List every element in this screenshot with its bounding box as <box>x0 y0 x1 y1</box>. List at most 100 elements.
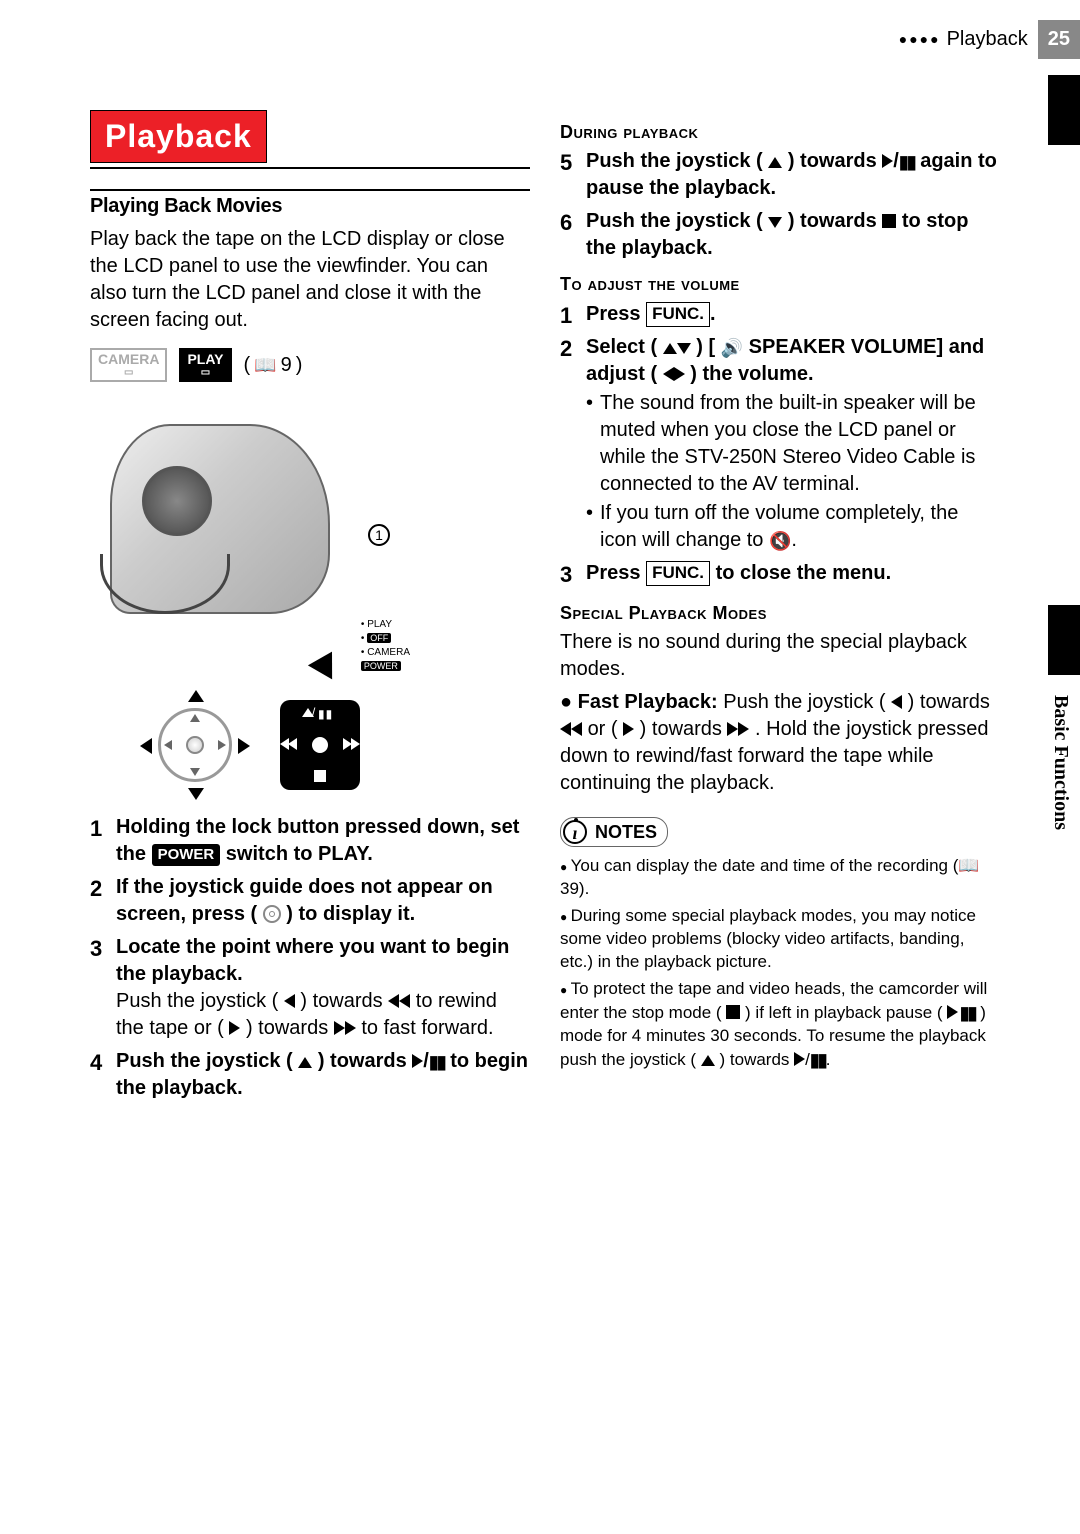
text: . <box>826 1050 831 1069</box>
joystick-figure-row: / ▮▮ <box>140 690 530 800</box>
tape-icon: ▭ <box>201 368 210 378</box>
play-icon <box>882 154 893 168</box>
text: . <box>710 303 716 325</box>
joystick-press-icon <box>263 905 281 923</box>
speaker-mute-icon: 🔇 <box>769 529 791 553</box>
triangle-down-icon <box>677 343 691 354</box>
notes-body: You can display the date and time of the… <box>560 855 1000 1072</box>
mode-play-label: PLAY <box>187 352 223 366</box>
text: switch to PLAY. <box>226 843 373 865</box>
text: Select ( <box>586 336 663 358</box>
text: or ( <box>588 718 624 740</box>
text: ) towards <box>240 1017 333 1039</box>
mode-row: CAMERA ▭ PLAY ▭ (📖 9) <box>90 348 530 382</box>
notes-heading: ı NOTES <box>560 817 668 847</box>
steps-list-2: Push the joystick ( ) towards /▮▮ again … <box>560 148 1000 262</box>
text: ) [ <box>691 336 721 358</box>
triangle-left-icon <box>284 994 295 1008</box>
book-icon: 📖 <box>958 856 979 875</box>
dial-power: POWER <box>361 661 401 671</box>
text: Push the joystick ( <box>723 691 891 713</box>
inner-down-icon <box>190 768 200 776</box>
triangle-left-icon <box>663 367 674 381</box>
dial-off: OFF <box>367 633 391 643</box>
mode-play-badge: PLAY ▭ <box>179 348 231 382</box>
text: Press <box>586 562 646 584</box>
triangle-right-icon <box>238 738 250 754</box>
thumb-tab-mid <box>1048 605 1080 675</box>
note-2: During some special playback modes, you … <box>560 905 1000 974</box>
inner-up-icon <box>190 714 200 722</box>
special-modes-text: There is no sound during the special pla… <box>560 629 1000 683</box>
header-dots: ●●●● <box>899 30 941 49</box>
ctrl-pause-icon: ▮▮ <box>318 706 333 722</box>
cam-dial-labels: • PLAY • OFF • CAMERA POWER <box>361 618 410 674</box>
triangle-down-icon <box>188 788 204 800</box>
thumb-tab-top <box>1048 75 1080 145</box>
triangle-left-icon <box>891 695 902 709</box>
page-header: ●●●● Playback 25 <box>899 20 1080 59</box>
content-columns: Playback Playing Back Movies Play back t… <box>90 110 1040 1108</box>
cam-callout-1: 1 <box>368 524 390 546</box>
left-column: Playback Playing Back Movies Play back t… <box>90 110 530 1108</box>
ff-icon <box>345 1021 356 1035</box>
inner-left-icon <box>164 740 172 750</box>
dial-camera: CAMERA <box>367 647 410 658</box>
text: Push the joystick ( <box>116 1050 298 1072</box>
text: Push the joystick ( <box>586 210 768 232</box>
text: ). <box>579 879 589 898</box>
ctrl-rew2-icon <box>280 738 289 750</box>
page-ref-number: 39 <box>560 879 579 898</box>
pause-icon: ▮▮ <box>899 150 915 174</box>
section-title: Playing Back Movies <box>90 193 530 220</box>
vol-bullets: The sound from the built-in speaker will… <box>586 390 1000 554</box>
triangle-right-icon <box>674 367 685 381</box>
play-icon <box>412 1054 423 1068</box>
rewind-icon <box>399 994 410 1008</box>
step-6: Push the joystick ( ) towards to stop th… <box>560 208 1000 262</box>
text: Locate the point where you want to begin… <box>116 936 509 985</box>
rewind-icon <box>388 994 399 1008</box>
ctrl-stop-icon <box>314 770 326 782</box>
joystick-diagram <box>140 690 250 800</box>
text: ) the volume. <box>685 363 814 385</box>
text: ) towards <box>782 150 882 172</box>
adjust-volume-heading: To adjust the volume <box>560 272 1000 296</box>
text: ) to display it. <box>281 903 415 925</box>
triangle-up-icon <box>188 690 204 702</box>
page-ref-number: 9 <box>281 352 292 379</box>
step-3: Locate the point where you want to begin… <box>90 934 530 1042</box>
intro-paragraph: Play back the tape on the LCD display or… <box>90 226 530 334</box>
text: ) towards <box>312 1050 412 1072</box>
during-playback-heading: During playback <box>560 120 1000 144</box>
notes-label: NOTES <box>595 820 657 844</box>
vol-step-2: Select ( ) [ 🔊 SPEAKER VOLUME] and adjus… <box>560 334 1000 554</box>
text: ) towards <box>902 691 990 713</box>
ctrl-ff2-icon <box>351 738 360 750</box>
text: to fast forward. <box>361 1017 493 1039</box>
play-icon <box>947 1005 958 1019</box>
func-button-label: FUNC. <box>646 561 710 586</box>
vol-bullet-2: If you turn off the volume completely, t… <box>600 500 1000 554</box>
control-overlay: / ▮▮ <box>280 700 360 790</box>
steps-list-1: Holding the lock button pressed down, se… <box>90 814 530 1102</box>
rewind-icon <box>571 722 582 736</box>
header-crumb: Playback <box>947 26 1028 53</box>
vol-step-3: Press FUNC. to close the menu. <box>560 560 1000 587</box>
section-rule <box>90 189 530 191</box>
func-button-label: FUNC. <box>646 302 710 327</box>
page-number: 25 <box>1038 20 1080 59</box>
text: You can display the date and time of the… <box>571 856 959 875</box>
side-section-label: Basic Functions <box>1047 695 1074 830</box>
text: Push the joystick ( <box>586 150 768 172</box>
cam-lens <box>142 466 212 536</box>
camcorder-figure: 1 • PLAY • OFF • CAMERA POWER <box>90 394 430 684</box>
step-1: Holding the lock button pressed down, se… <box>90 814 530 868</box>
vol-step-1: Press FUNC.. <box>560 301 1000 328</box>
ctrl-rew1-icon <box>288 738 297 750</box>
triangle-right-icon <box>623 722 634 736</box>
pause-icon: ▮▮ <box>810 1048 826 1072</box>
chapter-rule <box>90 167 530 169</box>
text: . <box>791 529 797 551</box>
triangle-down-icon <box>768 217 782 228</box>
